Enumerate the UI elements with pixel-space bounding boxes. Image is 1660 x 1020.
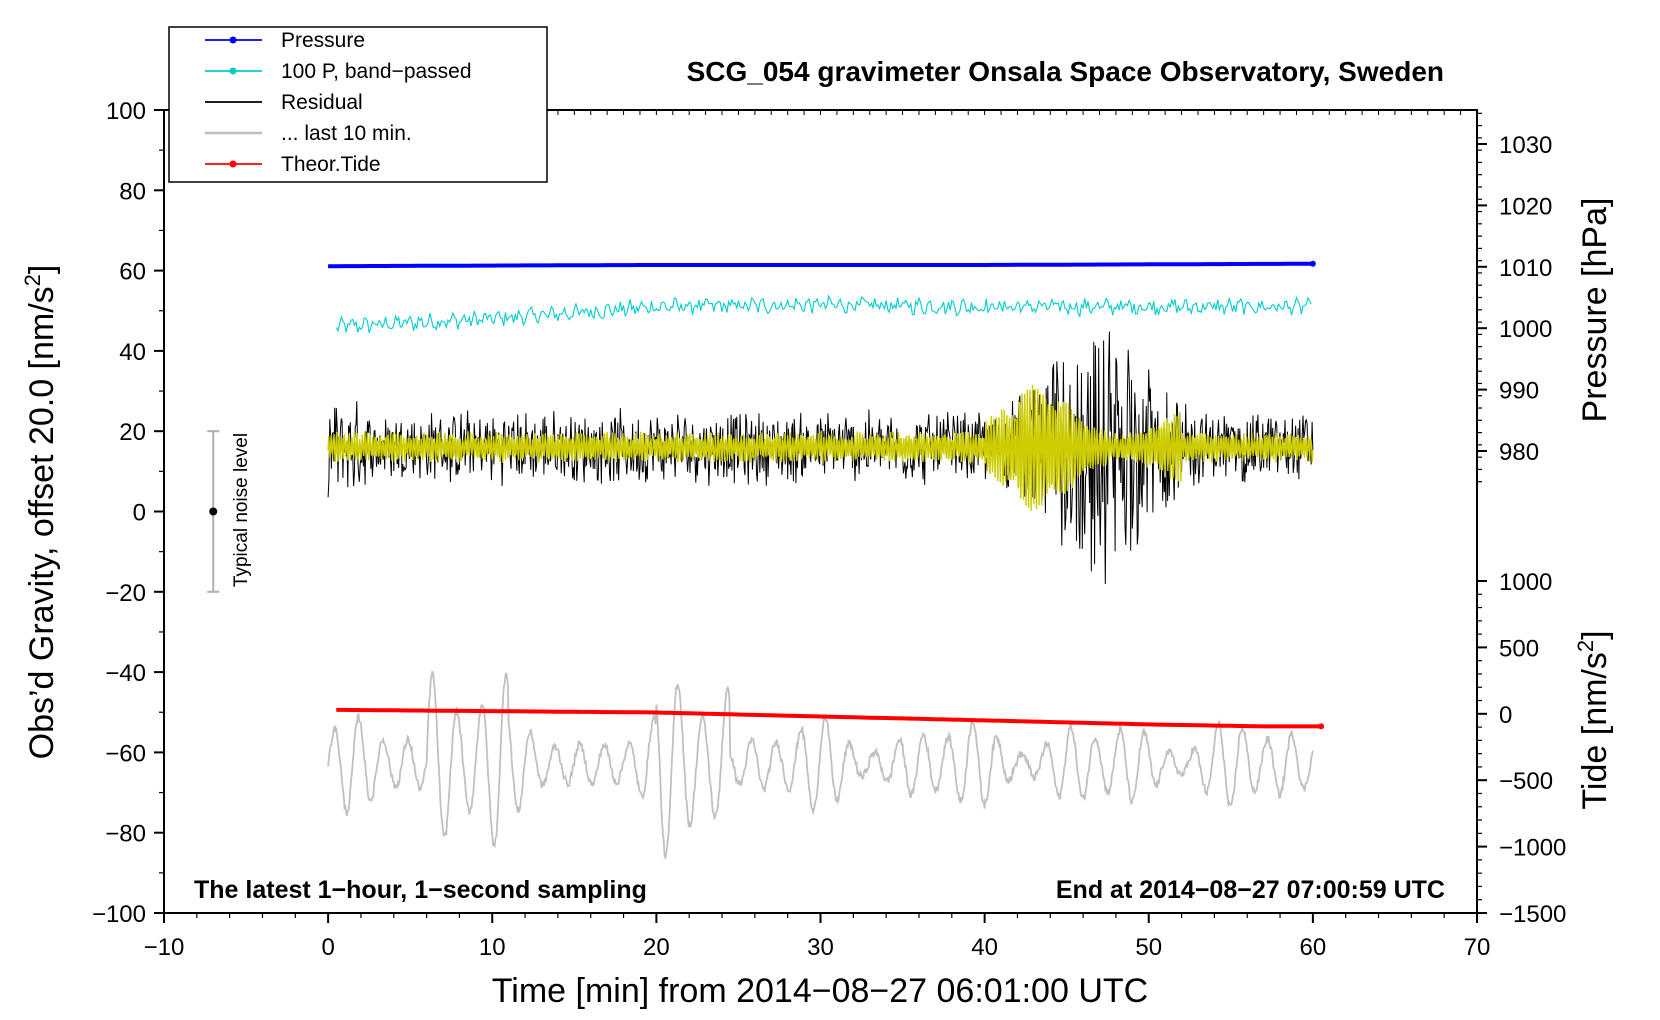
legend-marker [229, 160, 237, 168]
y-label-left-main: Obs’d Gravity, offset 20.0 [nm/s [23, 286, 61, 759]
tide-tick-label: 500 [1499, 635, 1539, 662]
tide-tick-label: −1500 [1499, 901, 1566, 928]
pressure-tick-label: 1020 [1499, 193, 1552, 220]
last-10-min-line [327, 669, 1314, 860]
y-tick-label: 40 [119, 339, 146, 366]
y-label-tide-main: Tide [nm/s [1576, 652, 1614, 809]
x-tick-label: 10 [479, 934, 506, 961]
y-label-left-sup: 2 [20, 274, 45, 286]
y-label-left-end: ] [23, 265, 61, 274]
annotation-left: The latest 1−hour, 1−second sampling [194, 876, 647, 904]
y-label-tide-sup: 2 [1573, 640, 1598, 652]
y-tick-label: 0 [133, 500, 146, 527]
annotation-right: End at 2014−08−27 07:00:59 UTC [1056, 876, 1445, 904]
chart-title: SCG_054 gravimeter Onsala Space Observat… [687, 56, 1444, 87]
tide-tick-label: −1000 [1499, 835, 1566, 862]
pressure-tick-label: 990 [1499, 378, 1539, 405]
y-tick-label: 20 [119, 419, 146, 446]
theoretical-tide-series [336, 707, 1325, 730]
y-tick-label: −60 [105, 740, 146, 767]
y-tick-label: −80 [105, 821, 146, 848]
tide-line [336, 707, 1322, 729]
pressure-end-marker [1309, 260, 1316, 267]
x-tick-label: 40 [971, 934, 998, 961]
pressure-axis-ticks: 1030 1020 1010 1000 990 980 [1477, 112, 1552, 483]
noise-bar-center [209, 507, 218, 516]
tide-tick-label: −500 [1499, 768, 1553, 795]
y-tick-label: −100 [92, 901, 146, 928]
x-axis-label: Time [min] from 2014−08−27 06:01:00 UTC [492, 972, 1148, 1010]
legend-label: Residual [281, 91, 363, 114]
legend-label: Pressure [281, 29, 365, 52]
pressure-tick-label: 980 [1499, 439, 1539, 466]
residual-smoothed-series [327, 384, 1314, 511]
x-tick-label: 30 [807, 934, 834, 961]
legend-label: 100 P, band−passed [281, 60, 472, 83]
legend-marker [229, 67, 237, 75]
residual-smoothed-line [327, 384, 1314, 511]
x-tick-label: 0 [321, 934, 334, 961]
legend-marker [229, 36, 237, 44]
y-tick-label: −40 [105, 660, 146, 687]
band-passed-pressure-series [335, 294, 1312, 334]
legend-label: Theor.Tide [281, 153, 381, 176]
pressure-series [328, 260, 1316, 269]
noise-label: Typical noise level [231, 433, 252, 587]
y-label-tide-end: ] [1576, 630, 1614, 639]
band-passed-line [335, 294, 1312, 334]
last-10-min-series [327, 669, 1314, 860]
y-axis-label-tide: Tide [nm/s2] [1573, 630, 1614, 809]
legend: Pressure 100 P, band−passed Residual ... la… [168, 26, 548, 183]
y-axis-label-pressure: Pressure [hPa] [1576, 198, 1614, 423]
pressure-tick-label: 1030 [1499, 132, 1552, 159]
x-tick-label: −10 [144, 934, 185, 961]
y-tick-label: 60 [119, 259, 146, 286]
tide-end-marker [1318, 723, 1325, 730]
legend-label: ... last 10 min. [281, 122, 412, 145]
x-tick-label: 70 [1464, 934, 1491, 961]
y-tick-label: 100 [106, 98, 146, 125]
legend-box [168, 26, 548, 183]
y-axis-ticks: 100 80 60 40 20 0 −20 −40 −60 −80 −100 [92, 98, 164, 928]
pressure-tick-label: 1010 [1499, 255, 1552, 282]
x-tick-label: 60 [1300, 934, 1327, 961]
x-tick-label: 20 [643, 934, 670, 961]
noise-level-indicator: Typical noise level [207, 430, 252, 593]
y-tick-label: 80 [119, 178, 146, 205]
pressure-tick-label: 1000 [1499, 316, 1552, 343]
tide-tick-label: 1000 [1499, 569, 1552, 596]
tide-axis-ticks: 1000 500 0 −500 −1000 −1500 [1477, 569, 1566, 928]
x-tick-label: 50 [1135, 934, 1162, 961]
y-axis-label-left: Obs’d Gravity, offset 20.0 [nm/s2] [20, 265, 61, 760]
pressure-line [328, 261, 1313, 269]
y-tick-label: −20 [105, 580, 146, 607]
tide-tick-label: 0 [1499, 702, 1512, 729]
x-axis-ticks: −10 0 10 20 30 40 50 60 70 [144, 110, 1491, 961]
